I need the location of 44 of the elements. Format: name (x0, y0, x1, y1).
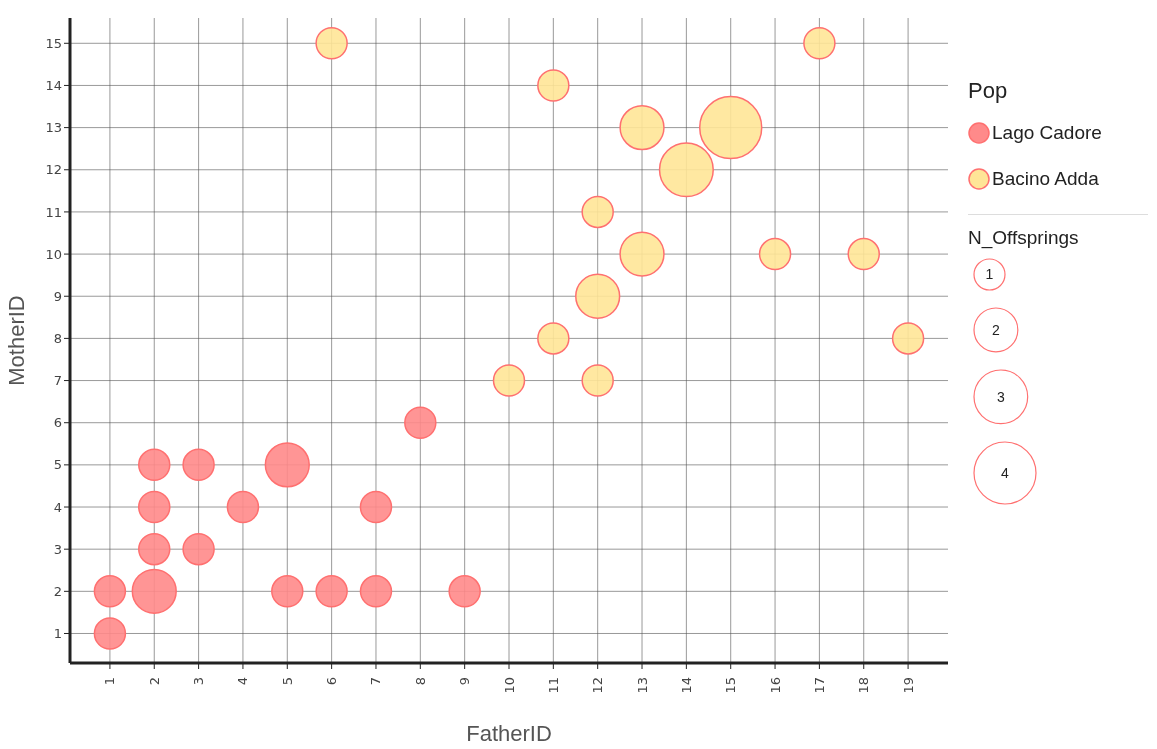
y-tick-label: 14 (45, 78, 62, 94)
x-tick-label: 12 (590, 677, 606, 694)
x-tick-label: 3 (191, 677, 207, 686)
x-tick-label: 8 (412, 677, 428, 686)
y-tick-label: 1 (53, 626, 62, 642)
legend-label: 3 (996, 388, 1005, 405)
y-tick-label: 5 (53, 457, 62, 473)
x-tick-label: 2 (146, 677, 162, 686)
y-tick-label: 11 (45, 204, 62, 220)
y-tick-label: 13 (45, 120, 62, 136)
x-tick-label: 13 (634, 677, 650, 694)
legend-label: Bacino Adda (992, 168, 1099, 190)
legend-label: Lago Cadore (992, 122, 1102, 144)
y-tick-label: 9 (53, 288, 62, 304)
x-tick-label: 10 (501, 677, 517, 694)
y-tick-label: 2 (53, 583, 62, 599)
x-tick-label: 14 (678, 677, 694, 694)
x-tick-label: 7 (368, 677, 384, 686)
y-tick-label: 4 (53, 499, 62, 515)
x-tick-label: 15 (723, 677, 739, 694)
y-axis-title: MotherID (3, 295, 29, 386)
y-tick-label: 8 (53, 331, 62, 347)
x-tick-label: 18 (856, 677, 872, 694)
x-tick-label: 6 (324, 677, 340, 686)
x-tick-label: 1 (102, 677, 118, 686)
x-axis-title: FatherID (466, 721, 552, 746)
legend-title: Pop (968, 78, 1009, 104)
text: N_Offsprings (968, 227, 1080, 249)
y-tick-label: 7 (53, 373, 62, 389)
x-tick-label: 4 (235, 677, 251, 686)
y-tick-label: 6 (53, 415, 62, 431)
legend-label: 2 (992, 321, 1001, 338)
x-tick-label: 11 (545, 677, 561, 694)
y-tick-label: 3 (53, 541, 62, 557)
x-tick-label: 16 (767, 677, 783, 694)
x-tick-label: 9 (457, 677, 473, 686)
y-tick-label: 10 (45, 246, 62, 262)
legend-label: 4 (1001, 464, 1010, 481)
y-tick-label: 15 (45, 35, 62, 51)
x-tick-label: 17 (811, 677, 827, 694)
x-tick-label: 5 (279, 677, 295, 686)
x-tick-label: 19 (900, 677, 916, 694)
y-tick-label: 12 (45, 162, 62, 178)
legend-label: 1 (985, 266, 994, 283)
